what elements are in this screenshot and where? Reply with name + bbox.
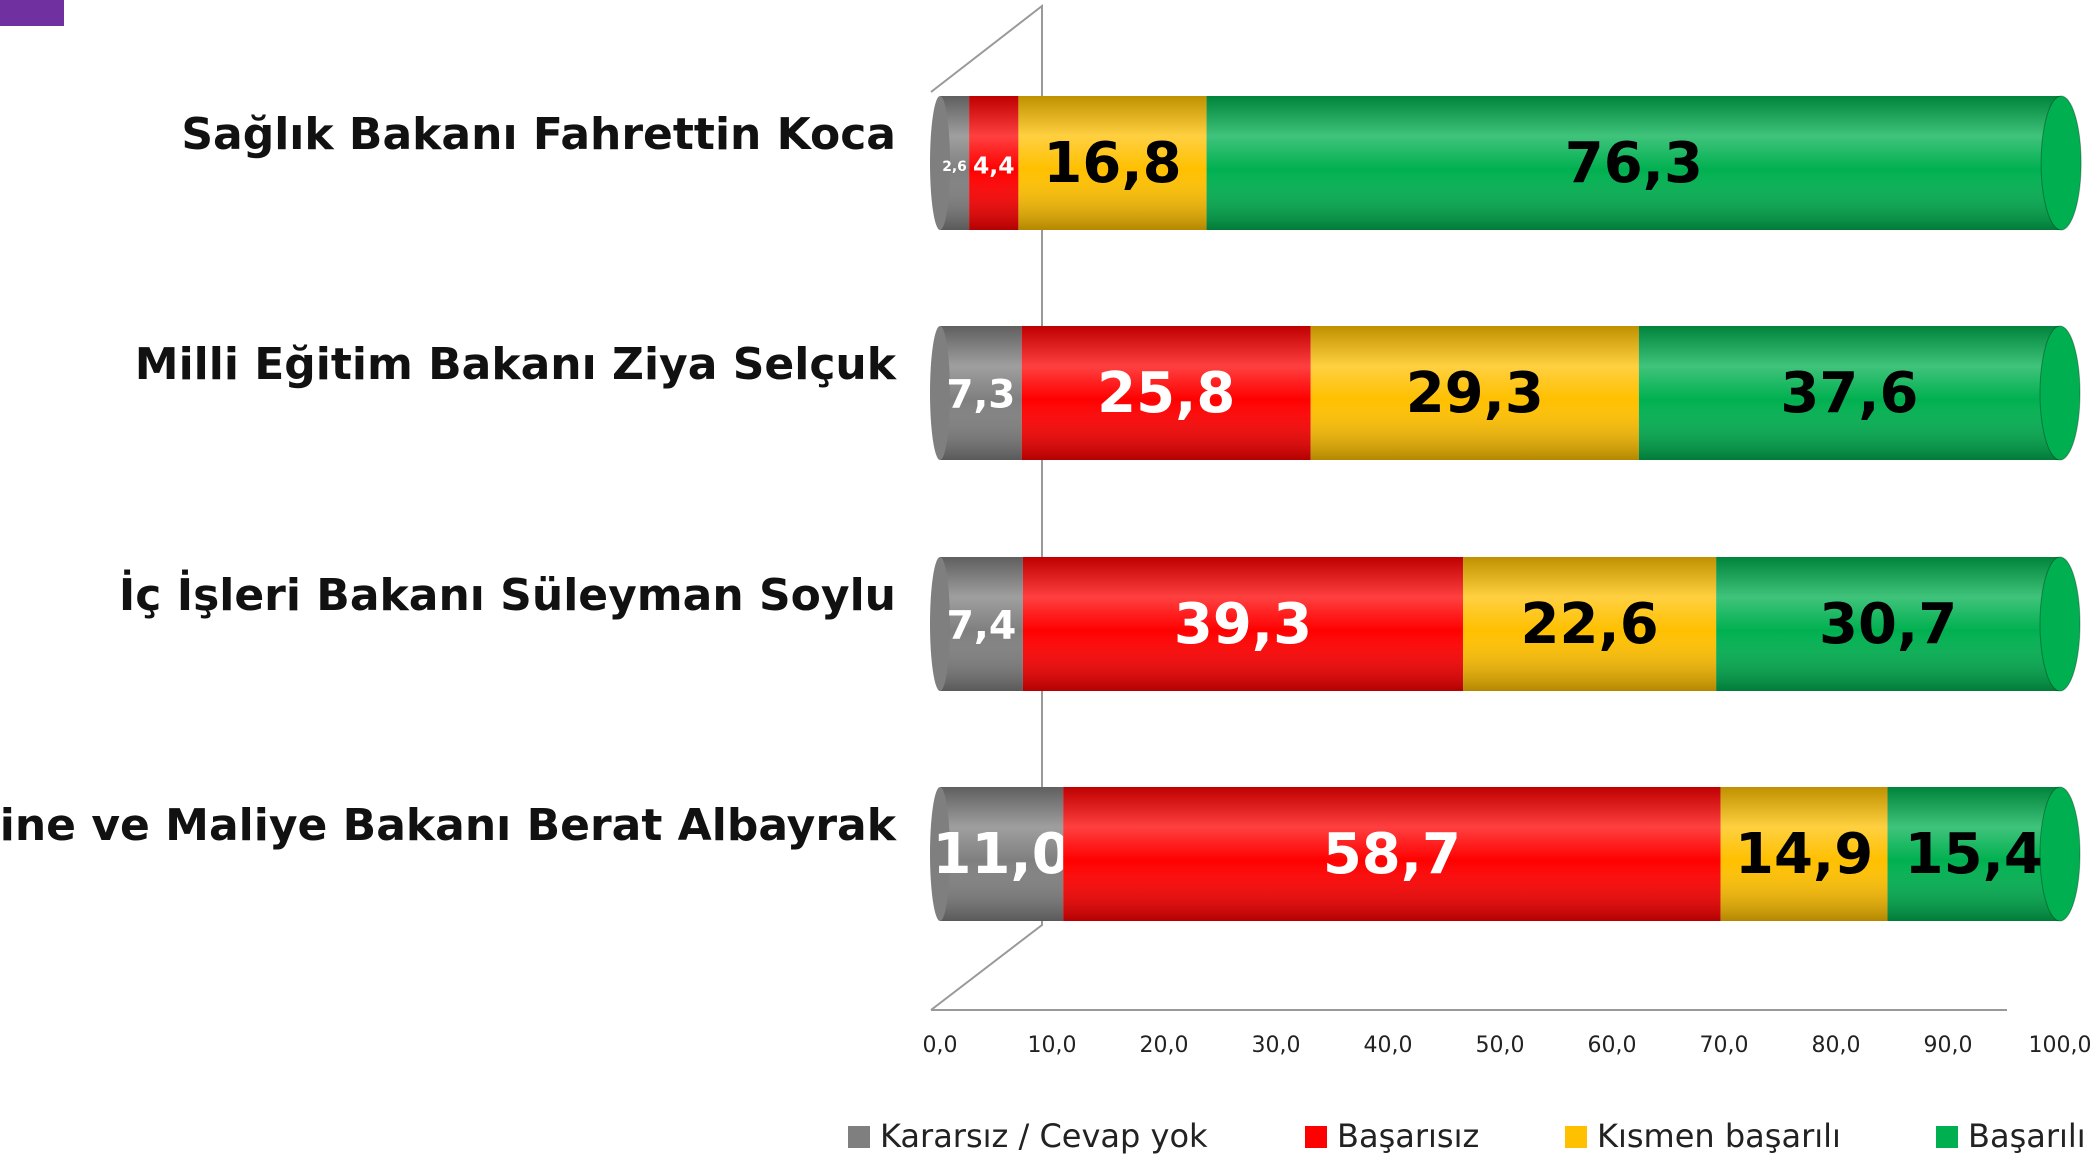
legend-label: Başarısız	[1337, 1117, 1479, 1155]
bar-cap	[2040, 787, 2080, 921]
decor-square	[0, 0, 64, 26]
x-tick-label: 40,0	[1364, 1033, 1413, 1058]
value-label: 58,7	[1323, 822, 1461, 887]
bar-cap	[2040, 557, 2080, 691]
value-label: 2,6	[942, 159, 967, 175]
value-label: 7,4	[946, 603, 1016, 649]
x-tick-label: 50,0	[1476, 1033, 1525, 1058]
legend-label: Başarılı	[1968, 1117, 2086, 1155]
legend-swatch	[1565, 1126, 1587, 1148]
value-label: 15,4	[1905, 822, 2043, 887]
x-tick-label: 100,0	[2029, 1033, 2092, 1058]
x-tick-label: 60,0	[1588, 1033, 1637, 1058]
value-label: 25,8	[1097, 361, 1235, 426]
value-label: 16,8	[1043, 131, 1181, 196]
value-label: 76,3	[1565, 131, 1703, 196]
bar-cap	[2040, 326, 2080, 460]
value-label: 14,9	[1735, 822, 1873, 887]
x-tick-label: 80,0	[1812, 1033, 1861, 1058]
x-tick-label: 70,0	[1700, 1033, 1749, 1058]
chart: 0,0 10,0 20,0 30,0 40,0 50,0 60,0 70,0 80,0 90,0 1…	[0, 0, 2098, 1161]
category-label: Milli Eğitim Bakanı Ziya Selçuk	[135, 339, 898, 390]
legend-swatch	[848, 1126, 870, 1148]
value-label: 37,6	[1780, 361, 1918, 426]
page: 0,0 10,0 20,0 30,0 40,0 50,0 60,0 70,0 80,0 90,0 1…	[0, 0, 2098, 1161]
legend-swatch	[1936, 1126, 1958, 1148]
bar-cap	[2041, 96, 2081, 230]
value-label: 22,6	[1521, 592, 1659, 657]
value-label: 39,3	[1174, 592, 1312, 657]
legend-label: Kısmen başarılı	[1597, 1117, 1841, 1155]
value-label: 7,3	[946, 373, 1015, 418]
x-tick-label: 30,0	[1252, 1033, 1301, 1058]
x-tick-label: 0,0	[923, 1033, 958, 1058]
category-label: İç İşleri Bakanı Süleyman Soylu	[119, 568, 896, 621]
legend-swatch	[1305, 1126, 1327, 1148]
x-tick-label: 10,0	[1028, 1033, 1077, 1058]
category-label: Sağlık Bakanı Fahrettin Koca	[181, 109, 896, 160]
category-label: Hazine ve Maliye Bakanı Berat Albayrak	[0, 800, 898, 851]
x-tick-label: 20,0	[1140, 1033, 1189, 1058]
value-label: 4,4	[973, 152, 1015, 180]
x-tick-label: 90,0	[1924, 1033, 1973, 1058]
value-label: 11,0	[933, 822, 1071, 887]
value-label: 29,3	[1406, 361, 1544, 426]
legend-label: Kararsız / Cevap yok	[880, 1117, 1208, 1155]
value-label: 30,7	[1819, 592, 1957, 657]
